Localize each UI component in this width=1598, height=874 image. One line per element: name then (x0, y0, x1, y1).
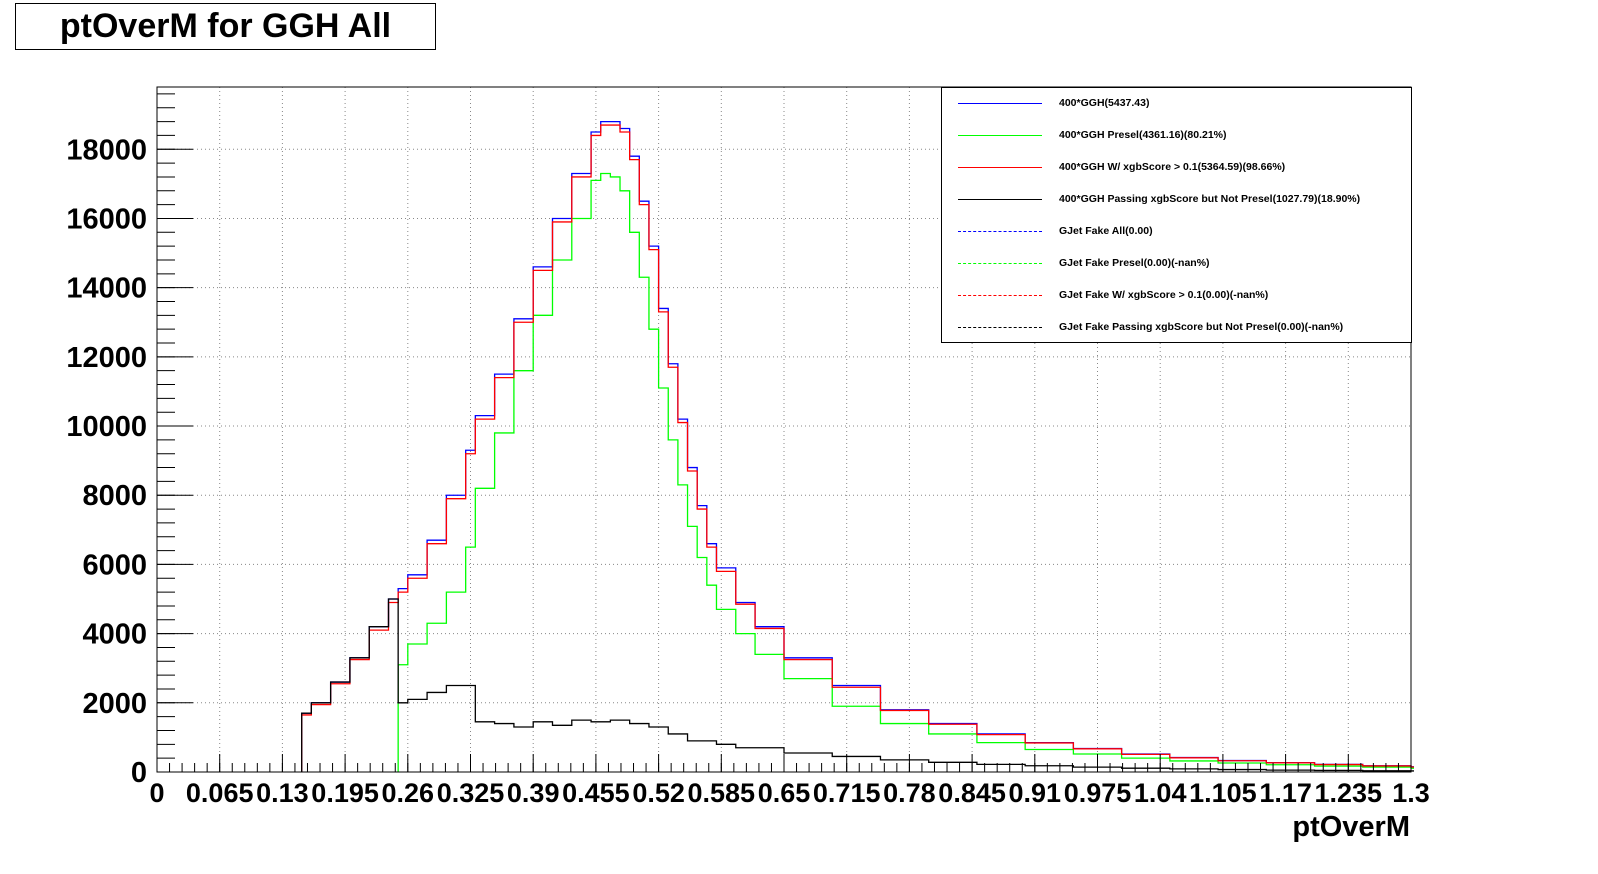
x-tick-label: 0.39 (507, 778, 560, 808)
x-tick-label: 0.78 (883, 778, 936, 808)
legend-entry: GJet Fake W/ xgbScore > 0.1(0.00)(-nan%) (942, 280, 1411, 312)
legend-entry: GJet Fake All(0.00) (942, 216, 1411, 248)
series-layer (301, 120, 1414, 772)
chart-title: ptOverM for GGH All (15, 3, 436, 50)
x-tick-label: 0.975 (1064, 778, 1132, 808)
x-tick-label: 0.195 (311, 778, 379, 808)
x-tick-label: 1.235 (1315, 778, 1383, 808)
legend-label: GJet Fake All(0.00) (1059, 225, 1153, 237)
x-tick-label: 0.845 (938, 778, 1006, 808)
series-line-2 (397, 172, 1414, 772)
series-line-3 (301, 124, 1414, 772)
x-tick-label: 0.325 (437, 778, 505, 808)
x-tick-label: 0.91 (1009, 778, 1062, 808)
y-tick-label: 18000 (66, 134, 147, 166)
legend-swatch (958, 199, 1042, 200)
legend-label: 400*GGH Presel(4361.16)(80.21%) (1059, 129, 1227, 141)
legend-swatch (958, 103, 1042, 104)
series-line-4 (301, 598, 1414, 772)
y-tick-label: 10000 (66, 411, 147, 443)
y-tick-label: 6000 (82, 549, 147, 581)
legend-swatch (958, 167, 1042, 168)
legend-swatch (958, 327, 1042, 328)
legend-entry: 400*GGH Passing xgbScore but Not Presel(… (942, 184, 1411, 216)
x-tick-label: 0.715 (813, 778, 881, 808)
x-tick-label: 0.13 (256, 778, 309, 808)
legend-entry: 400*GGH W/ xgbScore > 0.1(5364.59)(98.66… (942, 152, 1411, 184)
legend-entry: 400*GGH Presel(4361.16)(80.21%) (942, 120, 1411, 152)
legend-label: GJet Fake W/ xgbScore > 0.1(0.00)(-nan%) (1059, 289, 1269, 301)
legend-label: GJet Fake Passing xgbScore but Not Prese… (1059, 321, 1344, 333)
legend-swatch (958, 295, 1042, 296)
legend-swatch (958, 263, 1042, 264)
x-tick-label: 1.105 (1189, 778, 1257, 808)
y-tick-label: 8000 (82, 480, 147, 512)
x-tick-label: 0.455 (562, 778, 630, 808)
x-tick-label: 0.585 (688, 778, 756, 808)
y-tick-label: 4000 (82, 619, 147, 651)
x-tick-label: 1.17 (1259, 778, 1312, 808)
x-tick-label: 0 (149, 778, 164, 808)
axes: 0 0.065 0.13 0.195 0.26 0.325 0.39 0.455 0.52 0.5… (66, 86, 1430, 808)
x-tick-label: 0.26 (382, 778, 435, 808)
legend-label: 400*GGH Passing xgbScore but Not Presel(… (1059, 193, 1361, 205)
x-tick-label: 1.04 (1134, 778, 1187, 808)
legend-swatch (958, 231, 1042, 232)
legend-swatch (958, 135, 1042, 136)
x-axis-title: ptOverM (1292, 811, 1410, 843)
x-tick-label: 0.65 (758, 778, 811, 808)
legend-entry: GJet Fake Passing xgbScore but Not Prese… (942, 312, 1411, 344)
legend-label: 400*GGH W/ xgbScore > 0.1(5364.59)(98.66… (1059, 161, 1286, 173)
x-tick-label: 0.065 (186, 778, 254, 808)
legend-entry: GJet Fake Presel(0.00)(-nan%) (942, 248, 1411, 280)
legend-label: 400*GGH(5437.43) (1059, 97, 1150, 109)
legend-entry: 400*GGH(5437.43) (942, 88, 1411, 120)
y-tick-label: 0 (131, 757, 147, 789)
y-tick-label: 2000 (82, 688, 147, 720)
y-tick-label: 14000 (66, 273, 147, 305)
x-tick-label: 1.3 (1392, 778, 1430, 808)
x-tick-label: 0.52 (632, 778, 685, 808)
y-tick-label: 12000 (66, 342, 147, 374)
y-tick-label: 16000 (66, 203, 147, 235)
legend-label: GJet Fake Presel(0.00)(-nan%) (1059, 257, 1210, 269)
legend: 400*GGH(5437.43) 400*GGH Presel(4361.16)(… (941, 87, 1412, 343)
